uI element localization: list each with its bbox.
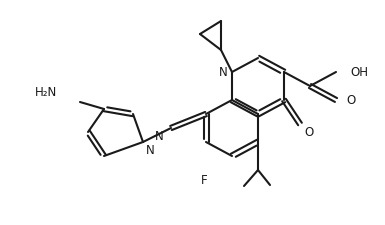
Text: F: F <box>201 175 207 187</box>
Text: N: N <box>219 65 228 79</box>
Text: N: N <box>146 144 155 157</box>
Text: N: N <box>155 130 164 142</box>
Text: OH: OH <box>350 67 368 79</box>
Text: O: O <box>304 126 313 140</box>
Text: H₂N: H₂N <box>35 86 57 99</box>
Text: O: O <box>346 94 355 108</box>
